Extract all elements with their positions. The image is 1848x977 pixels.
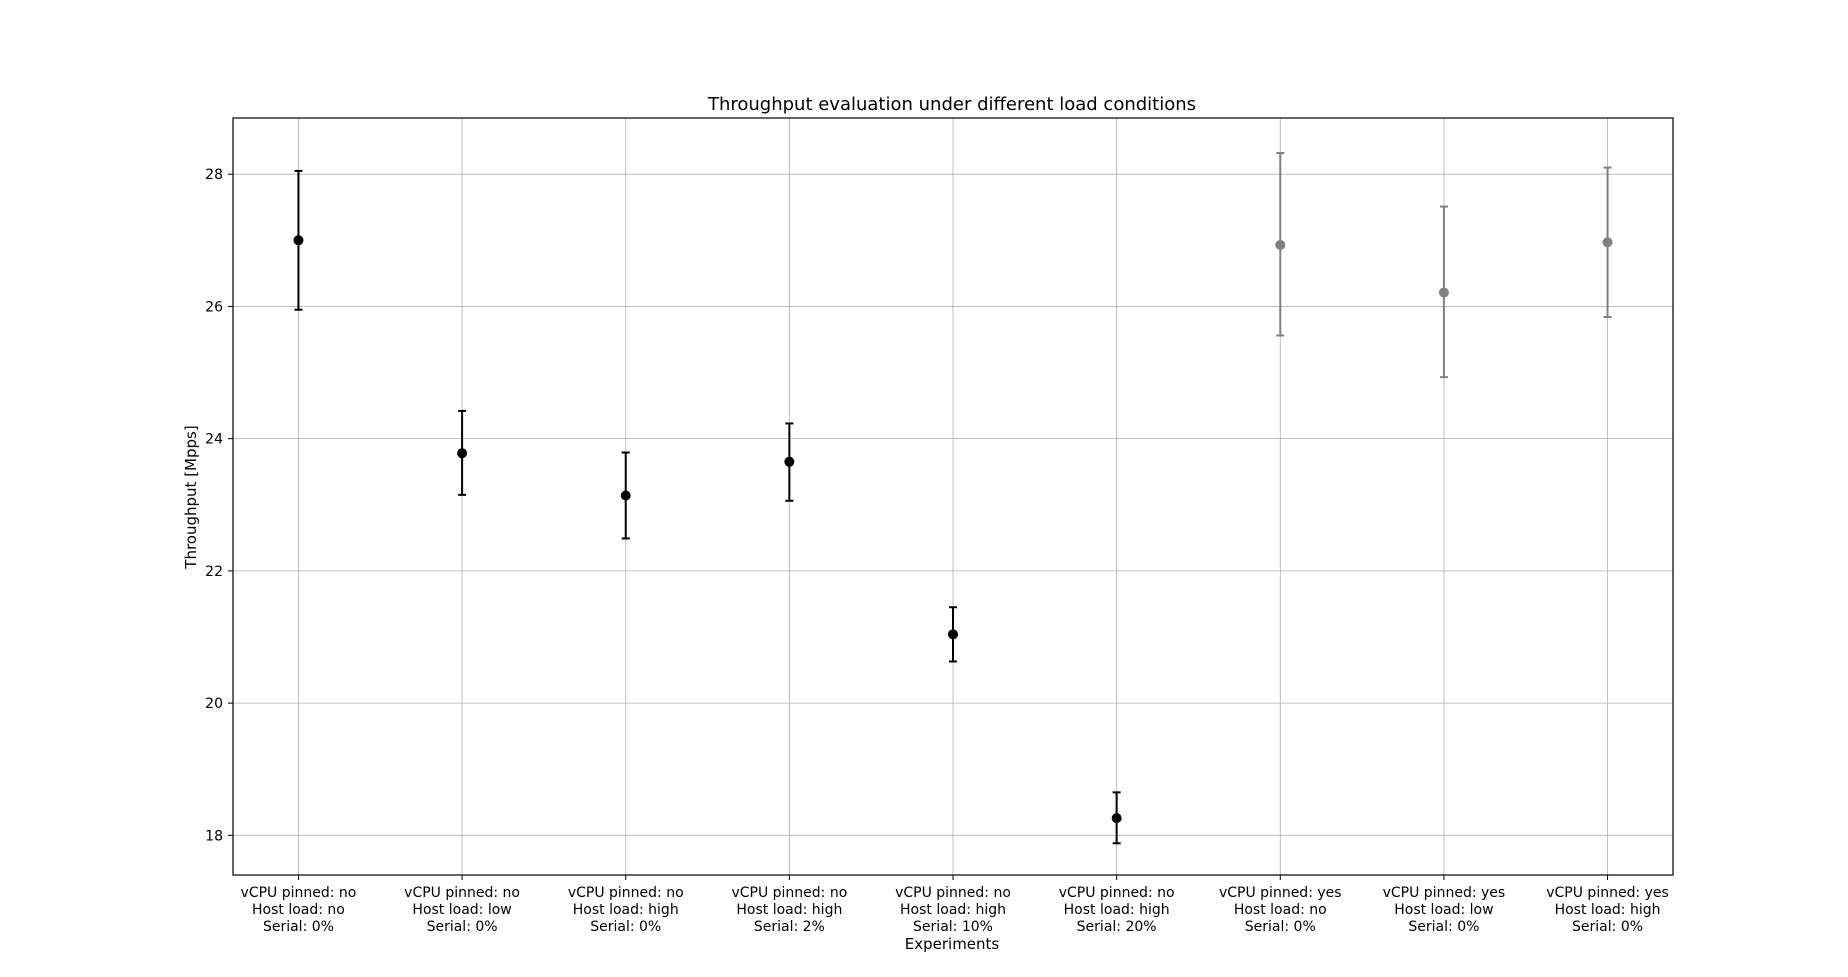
x-tick-label-line: Host load: high [1555, 902, 1661, 918]
x-tick-label-line: vCPU pinned: no [404, 885, 520, 901]
data-point [457, 448, 468, 459]
x-tick-label: vCPU pinned: no Host load: high Serial: 20… [1059, 885, 1175, 935]
y-tick-label: 20 [205, 696, 223, 712]
data-point [1275, 239, 1286, 250]
x-tick-label-line: Serial: 0% [263, 919, 334, 935]
x-tick-label-line: Serial: 0% [1245, 919, 1316, 935]
x-tick-label-line: Host load: low [412, 902, 511, 918]
x-tick-label-line: vCPU pinned: no [731, 885, 847, 901]
data-point [948, 629, 958, 640]
x-tick-label-line: Serial: 0% [1408, 919, 1479, 935]
x-tick-label-line: Host load: low [1394, 902, 1493, 918]
x-tick-label-line: Serial: 0% [590, 919, 661, 935]
x-tick-label-line: vCPU pinned: no [568, 885, 684, 901]
x-tick-label-line: Serial: 0% [1572, 919, 1643, 935]
x-tick-label: vCPU pinned: yes Host load: low Serial: 0% [1383, 885, 1506, 935]
x-tick-label-line: vCPU pinned: yes [1219, 885, 1342, 901]
x-tick-label-line: vCPU pinned: no [241, 885, 357, 901]
y-axis: 18 20 22 24 26 28 [205, 167, 233, 844]
data-point [1438, 287, 1449, 298]
y-tick-label: 22 [205, 564, 223, 580]
x-axis: vCPU pinned: no Host load: no Serial: 0%vC… [241, 875, 1669, 935]
y-tick-label: 28 [205, 167, 223, 183]
x-tick-label-line: Host load: no [1234, 902, 1327, 918]
data-points [293, 152, 1613, 845]
x-tick-label-line: vCPU pinned: no [1059, 885, 1175, 901]
x-tick-label-line: Host load: high [573, 902, 679, 918]
x-tick-label-line: vCPU pinned: yes [1546, 885, 1669, 901]
x-tick-label: vCPU pinned: no Host load: high Serial: 0% [568, 885, 684, 935]
x-tick-label-line: Host load: high [1064, 902, 1170, 918]
x-tick-label-line: Host load: high [736, 902, 842, 918]
x-tick-label: vCPU pinned: no Host load: high Serial: 2% [731, 885, 847, 935]
x-tick-label-line: Serial: 10% [913, 919, 993, 935]
data-point [620, 490, 631, 501]
x-axis-label: Experiments [905, 935, 1000, 953]
x-tick-label-line: vCPU pinned: no [895, 885, 1011, 901]
x-tick-label-line: Serial: 20% [1077, 919, 1157, 935]
x-tick-label: vCPU pinned: no Host load: no Serial: 0% [241, 885, 357, 935]
x-tick-label-line: Serial: 0% [427, 919, 498, 935]
data-point [1602, 237, 1613, 248]
y-tick-label: 18 [205, 828, 223, 844]
x-tick-label-line: Host load: high [900, 902, 1006, 918]
x-tick-label-line: Host load: no [252, 902, 345, 918]
x-tick-label: vCPU pinned: no Host load: low Serial: 0% [404, 885, 520, 935]
y-tick-label: 24 [205, 432, 223, 448]
x-tick-label-line: Serial: 2% [754, 919, 825, 935]
x-tick-label: vCPU pinned: yes Host load: high Serial: 0… [1546, 885, 1669, 935]
chart-title: Throughput evaluation under different lo… [707, 94, 1196, 115]
x-tick-label-line: vCPU pinned: yes [1383, 885, 1506, 901]
x-tick-label: vCPU pinned: yes Host load: no Serial: 0% [1219, 885, 1342, 935]
y-tick-label: 26 [205, 299, 223, 315]
y-axis-label: Throughput [Mpps] [182, 425, 200, 569]
x-tick-label: vCPU pinned: no Host load: high Serial: 10… [895, 885, 1011, 935]
data-point [1111, 813, 1122, 824]
data-point [784, 456, 795, 467]
data-point [293, 235, 304, 246]
